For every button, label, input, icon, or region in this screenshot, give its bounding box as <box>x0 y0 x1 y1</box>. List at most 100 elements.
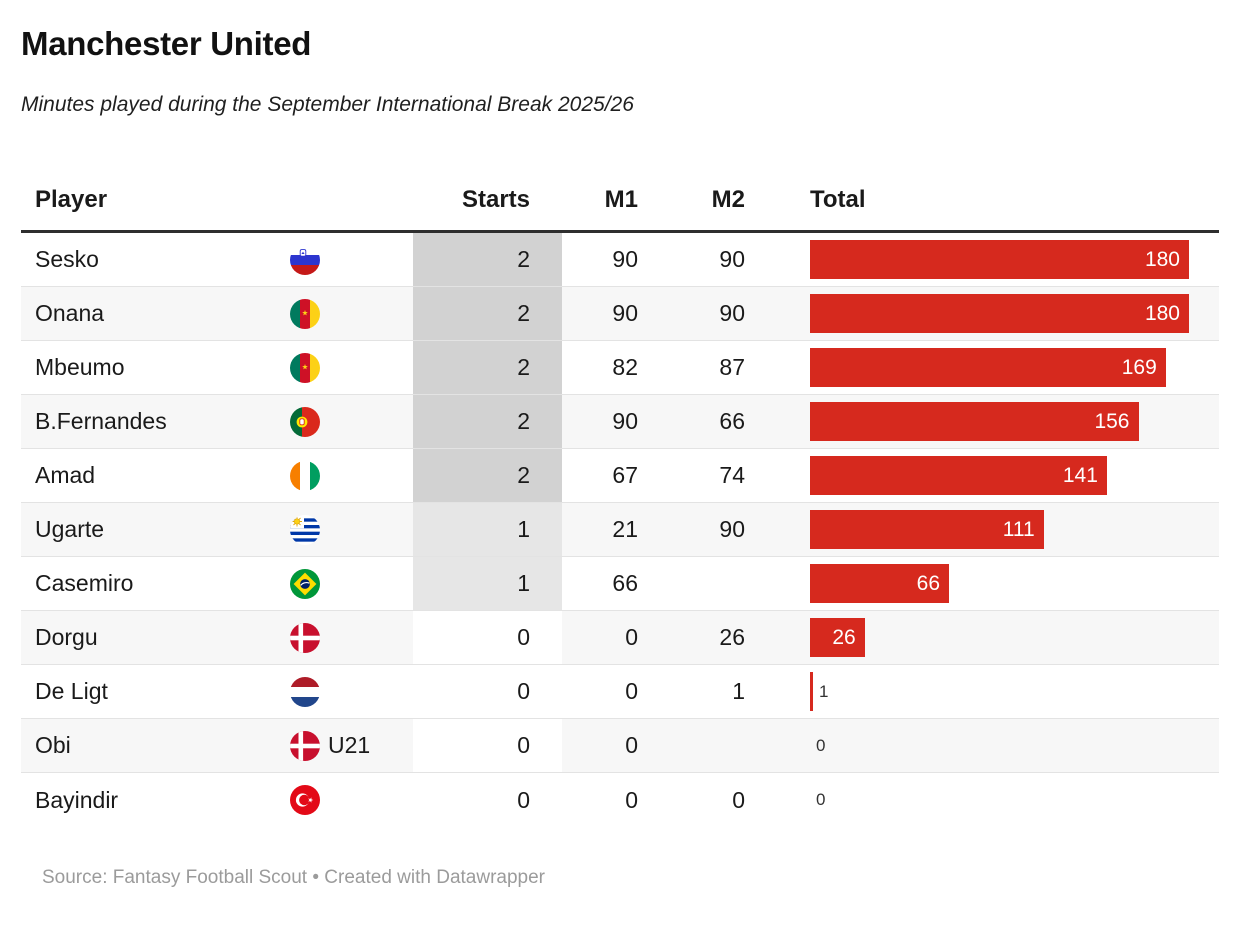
m1-cell: 67 <box>612 462 638 488</box>
slovenia-flag-icon <box>290 244 320 275</box>
table-row: Amad 2 67 74 141 <box>21 449 1219 503</box>
total-bar: 26 <box>810 618 865 657</box>
col-header-m1: M1 <box>604 186 638 213</box>
starts-value: 2 <box>517 300 530 326</box>
total-bar-cell: 169 <box>752 341 1219 394</box>
m2-cell: 90 <box>719 300 745 326</box>
nationality-cell <box>290 557 413 610</box>
m1-cell: 90 <box>612 408 638 434</box>
nationality-cell <box>290 449 413 502</box>
total-value-label: 1 <box>819 681 829 701</box>
col-header-m2: M2 <box>711 186 745 213</box>
starts-cell: 0 <box>413 665 562 718</box>
nationality-cell <box>290 773 413 827</box>
player-name: Casemiro <box>35 570 134 596</box>
m2-cell: 90 <box>719 516 745 542</box>
total-bar-cell: 26 <box>752 611 1219 664</box>
player-name: Onana <box>35 300 105 326</box>
m1-cell: 0 <box>625 678 638 704</box>
table-row: Obi U21 0 0 0 <box>21 719 1219 773</box>
starts-cell: 2 <box>413 341 562 394</box>
starts-cell: 0 <box>413 611 562 664</box>
table-body: Sesko 2 90 90 180 Onana 2 90 90 180 Mbeumo 2 82 87 169… <box>21 233 1219 827</box>
m2-cell: 90 <box>719 246 745 272</box>
table-row: Sesko 2 90 90 180 <box>21 233 1219 287</box>
player-name: Dorgu <box>35 624 98 650</box>
starts-cell: 0 <box>413 719 562 772</box>
col-header-total: Total <box>810 186 866 213</box>
table-row: Casemiro 1 66 66 <box>21 557 1219 611</box>
table-row: B.Fernandes 2 90 66 156 <box>21 395 1219 449</box>
nationality-cell <box>290 287 413 340</box>
nationality-cell: U21 <box>290 719 413 772</box>
total-bar: 141 <box>810 456 1107 495</box>
player-name: Amad <box>35 462 96 488</box>
cameroon-flag-icon <box>290 352 320 383</box>
total-bar-cell: 180 <box>752 287 1219 340</box>
table-row: Dorgu 0 0 26 26 <box>21 611 1219 665</box>
table-row: Onana 2 90 90 180 <box>21 287 1219 341</box>
total-value-label: 180 <box>1144 247 1180 271</box>
total-value-label: 141 <box>1062 463 1098 487</box>
starts-cell: 2 <box>413 233 562 286</box>
col-header-starts: Starts <box>461 186 530 213</box>
total-value-label: 180 <box>1144 301 1180 325</box>
source-footer: Source: Fantasy Football Scout • Created… <box>42 867 546 888</box>
starts-value: 0 <box>517 624 530 650</box>
table-row: Bayindir 0 0 0 0 <box>21 773 1219 827</box>
m2-cell: 74 <box>719 462 745 488</box>
player-name: De Ligt <box>35 678 108 704</box>
m1-cell: 82 <box>612 354 638 380</box>
total-bar: 180 <box>810 294 1189 333</box>
m2-cell: 0 <box>732 786 745 813</box>
nationality-cell <box>290 341 413 394</box>
total-bar: 111 <box>810 510 1044 549</box>
minutes-table: Player Starts M1 M2 Total Sesko 2 90 90 180 O… <box>21 170 1219 827</box>
total-value-label: 111 <box>1002 517 1035 541</box>
brazil-flag-icon <box>290 568 320 599</box>
starts-cell: 1 <box>413 503 562 556</box>
m1-cell: 90 <box>612 300 638 326</box>
table-row: Mbeumo 2 82 87 169 <box>21 341 1219 395</box>
m2-cell: 26 <box>719 624 745 650</box>
total-bar-cell: 111 <box>752 503 1219 556</box>
total-bar-cell: 180 <box>752 233 1219 286</box>
m2-cell: 66 <box>719 408 745 434</box>
player-name: Bayindir <box>35 786 119 813</box>
total-value-label: 156 <box>1094 409 1130 433</box>
m1-cell: 66 <box>612 570 638 596</box>
starts-value: 0 <box>517 786 530 813</box>
table-row: De Ligt 0 0 1 1 <box>21 665 1219 719</box>
nationality-cell <box>290 395 413 448</box>
total-bar: 180 <box>810 240 1189 279</box>
denmark-flag-icon <box>290 622 320 653</box>
total-bar-cell: 0 <box>752 719 1219 772</box>
starts-value: 2 <box>517 462 530 488</box>
total-bar-cell: 0 <box>752 773 1219 827</box>
total-value-label: 66 <box>916 571 940 595</box>
table-header: Player Starts M1 M2 Total <box>21 170 1219 233</box>
total-value-label: 169 <box>1121 355 1157 379</box>
total-bar-cell: 156 <box>752 395 1219 448</box>
m2-cell: 1 <box>732 678 745 704</box>
starts-value: 1 <box>517 516 530 542</box>
age-group-note: U21 <box>328 732 371 758</box>
starts-cell: 2 <box>413 395 562 448</box>
total-bar <box>810 672 813 711</box>
m1-cell: 0 <box>625 624 638 650</box>
total-bar: 66 <box>810 564 949 603</box>
player-name: Mbeumo <box>35 354 125 380</box>
player-name: Ugarte <box>35 516 105 542</box>
nationality-cell <box>290 665 413 718</box>
starts-cell: 0 <box>413 773 562 827</box>
turkey-flag-icon <box>290 785 320 815</box>
chart-title: Manchester United <box>21 25 312 62</box>
player-name: Sesko <box>35 246 99 272</box>
chart-subtitle: Minutes played during the September Inte… <box>21 93 634 116</box>
netherlands-flag-icon <box>290 676 320 707</box>
starts-cell: 2 <box>413 449 562 502</box>
m1-cell: 21 <box>612 516 638 542</box>
starts-value: 2 <box>517 246 530 272</box>
total-value-label: 0 <box>816 790 826 809</box>
nationality-cell <box>290 503 413 556</box>
